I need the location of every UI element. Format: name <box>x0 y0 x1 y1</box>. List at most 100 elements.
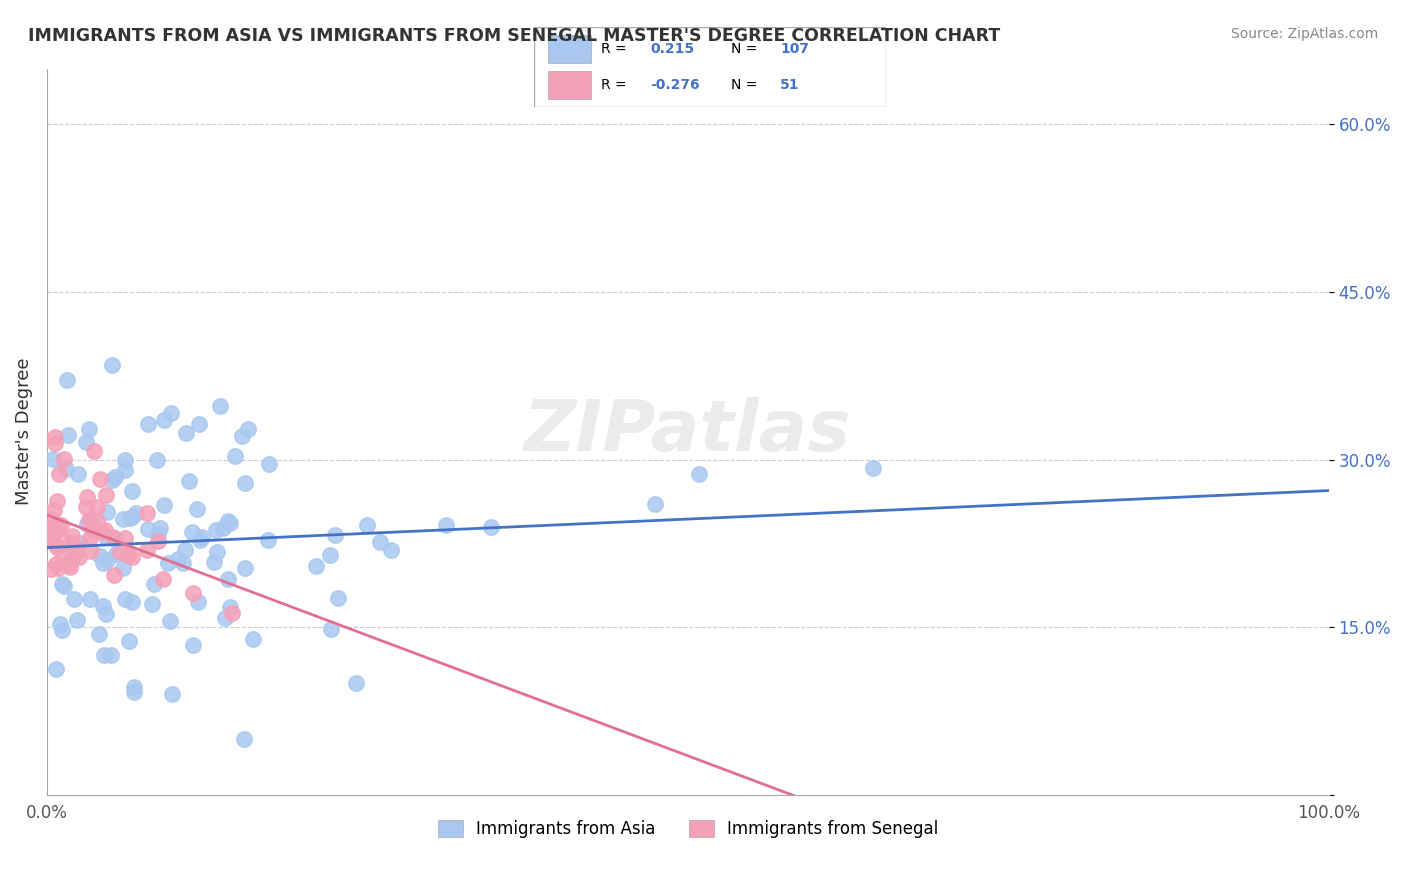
Point <box>146 534 169 549</box>
Point <box>39 523 62 537</box>
Point <box>224 449 246 463</box>
Text: 0.215: 0.215 <box>650 42 695 56</box>
Point <box>94 530 117 544</box>
Point <box>141 597 163 611</box>
Point <box>91 557 114 571</box>
Point <box>66 467 89 481</box>
Point <box>233 731 256 746</box>
Point <box>51 577 73 591</box>
Point <box>380 543 402 558</box>
Point <box>305 559 328 574</box>
Point <box>190 530 212 544</box>
Point <box>434 518 457 533</box>
Text: N =: N = <box>731 78 758 93</box>
Point <box>152 413 174 427</box>
Point <box>77 513 100 527</box>
Point <box>122 685 145 699</box>
Point <box>45 493 67 508</box>
Point <box>45 662 67 676</box>
Point <box>181 524 204 539</box>
Point <box>219 516 242 530</box>
Text: IMMIGRANTS FROM ASIA VS IMMIGRANTS FROM SENEGAL MASTER'S DEGREE CORRELATION CHAR: IMMIGRANTS FROM ASIA VS IMMIGRANTS FROM … <box>28 27 1001 45</box>
Point <box>87 626 110 640</box>
Point <box>94 607 117 622</box>
Point <box>80 513 103 527</box>
Point <box>149 521 172 535</box>
Point <box>138 522 160 536</box>
Point <box>59 535 82 549</box>
Text: 107: 107 <box>780 42 810 56</box>
Point <box>58 557 80 571</box>
FancyBboxPatch shape <box>548 71 591 99</box>
Point <box>58 428 80 442</box>
Text: 51: 51 <box>780 78 800 93</box>
Point <box>53 579 76 593</box>
Point <box>211 520 233 534</box>
Point <box>51 547 73 561</box>
Text: N =: N = <box>731 42 758 56</box>
Point <box>205 523 228 537</box>
Point <box>46 521 69 535</box>
Point <box>181 638 204 652</box>
Point <box>644 497 666 511</box>
Point <box>101 530 124 544</box>
Point <box>114 531 136 545</box>
Point <box>323 528 346 542</box>
Point <box>100 358 122 372</box>
Point <box>62 592 84 607</box>
Point <box>103 567 125 582</box>
Point <box>76 517 98 532</box>
Point <box>75 500 97 514</box>
Point <box>124 680 146 694</box>
Point <box>86 514 108 528</box>
Point <box>114 453 136 467</box>
Point <box>114 592 136 607</box>
Point <box>319 622 342 636</box>
Point <box>117 548 139 562</box>
Point <box>89 472 111 486</box>
Point <box>44 430 66 444</box>
Point <box>48 467 70 481</box>
Point <box>42 528 65 542</box>
Point <box>319 549 342 563</box>
Point <box>186 501 208 516</box>
Point <box>143 576 166 591</box>
Point <box>160 407 183 421</box>
Point <box>188 533 211 548</box>
Point <box>136 506 159 520</box>
Point <box>181 585 204 599</box>
Point <box>135 543 157 558</box>
Point <box>479 520 502 534</box>
Point <box>242 632 264 647</box>
Text: -0.276: -0.276 <box>650 78 700 93</box>
Point <box>69 536 91 550</box>
Point <box>60 550 83 565</box>
Point <box>125 507 148 521</box>
Point <box>62 540 84 554</box>
Point <box>96 505 118 519</box>
Point <box>96 553 118 567</box>
Point <box>55 462 77 476</box>
Text: Source: ZipAtlas.com: Source: ZipAtlas.com <box>1230 27 1378 41</box>
Point <box>42 531 65 545</box>
Y-axis label: Master's Degree: Master's Degree <box>15 358 32 506</box>
Point <box>152 498 174 512</box>
Point <box>60 529 83 543</box>
FancyBboxPatch shape <box>548 35 591 62</box>
Point <box>862 460 884 475</box>
Point <box>157 556 180 570</box>
Point <box>59 559 82 574</box>
Point <box>236 421 259 435</box>
Point <box>79 592 101 607</box>
Point <box>46 524 69 539</box>
Point <box>214 610 236 624</box>
Point <box>100 648 122 663</box>
Legend: Immigrants from Asia, Immigrants from Senegal: Immigrants from Asia, Immigrants from Se… <box>430 813 945 845</box>
Point <box>202 555 225 569</box>
Point <box>152 572 174 586</box>
Point <box>44 517 66 532</box>
Point <box>96 487 118 501</box>
Point <box>39 562 62 576</box>
Point <box>121 483 143 498</box>
Point <box>136 417 159 431</box>
